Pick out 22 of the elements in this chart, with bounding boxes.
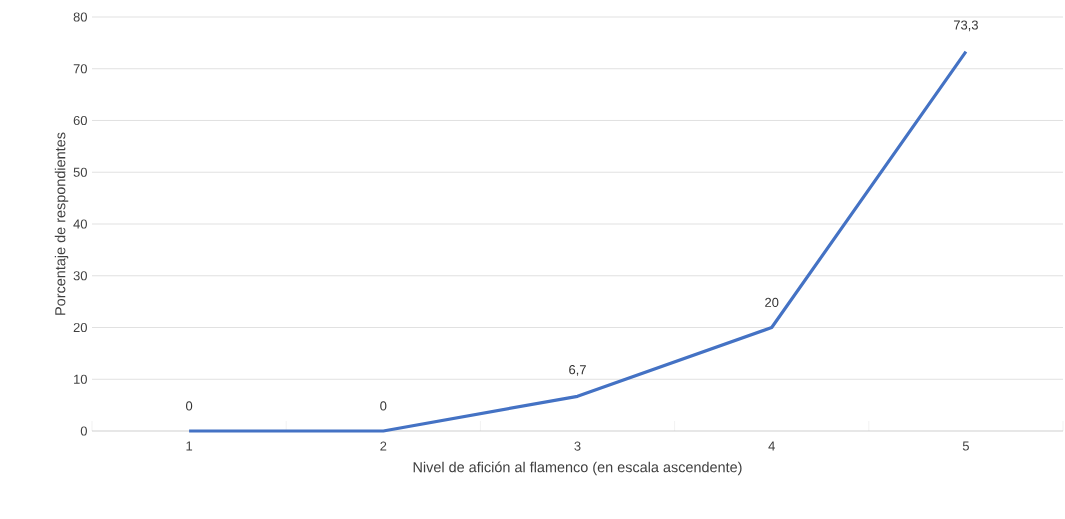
text: 20 bbox=[765, 297, 779, 307]
text: 0 bbox=[186, 401, 193, 411]
text: 0 bbox=[380, 401, 387, 411]
y-tick-label: 20 bbox=[73, 322, 87, 333]
y-tick-label: 70 bbox=[73, 64, 87, 74]
x-tick-label: 4 bbox=[768, 441, 775, 451]
x-axis-title: Nivel de afición al flamenco (en escala ascendente) bbox=[413, 461, 742, 476]
x-tick-label: 1 bbox=[186, 441, 193, 451]
x-tick-label: 3 bbox=[574, 441, 581, 451]
y-tick-label: 60 bbox=[73, 115, 87, 126]
y-axis-title: Porcentaje de respondientes bbox=[54, 132, 69, 315]
text: 73,3 bbox=[953, 20, 978, 32]
y-tick-label: 40 bbox=[73, 219, 87, 229]
x-tick-label: 5 bbox=[962, 441, 969, 451]
y-tick-label: 0 bbox=[80, 426, 87, 436]
line-series bbox=[187, 50, 968, 433]
y-tick-label: 50 bbox=[73, 167, 87, 177]
x-tick-label: 2 bbox=[380, 441, 387, 451]
y-tick-label: 10 bbox=[74, 374, 87, 384]
y-tick-label: 80 bbox=[73, 12, 87, 22]
y-tick-label: 30 bbox=[73, 271, 87, 281]
text: 6,7 bbox=[569, 365, 586, 376]
